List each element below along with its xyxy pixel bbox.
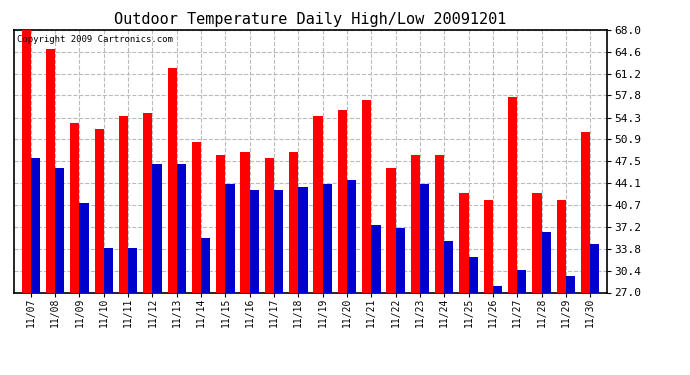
Bar	[420, 184, 429, 292]
Bar	[444, 241, 453, 292]
Bar	[542, 232, 551, 292]
Bar	[518, 270, 526, 292]
Bar	[460, 193, 469, 292]
Bar	[590, 244, 600, 292]
Bar	[386, 168, 395, 292]
Bar	[104, 248, 113, 292]
Bar	[226, 184, 235, 292]
Bar	[581, 132, 590, 292]
Bar	[337, 110, 347, 292]
Bar	[168, 68, 177, 292]
Bar	[469, 257, 477, 292]
Bar	[508, 97, 518, 292]
Bar	[395, 228, 405, 292]
Bar	[347, 180, 356, 292]
Text: Copyright 2009 Cartronics.com: Copyright 2009 Cartronics.com	[17, 35, 172, 44]
Bar	[566, 276, 575, 292]
Bar	[21, 30, 31, 292]
Bar	[55, 168, 64, 292]
Bar	[250, 190, 259, 292]
Bar	[313, 116, 323, 292]
Bar	[493, 286, 502, 292]
Bar	[119, 116, 128, 292]
Bar	[435, 155, 444, 292]
Bar	[31, 158, 40, 292]
Bar	[411, 155, 420, 292]
Bar	[557, 200, 566, 292]
Bar	[144, 113, 152, 292]
Bar	[265, 158, 274, 292]
Title: Outdoor Temperature Daily High/Low 20091201: Outdoor Temperature Daily High/Low 20091…	[115, 12, 506, 27]
Bar	[371, 225, 381, 292]
Bar	[201, 238, 210, 292]
Bar	[152, 165, 161, 292]
Bar	[216, 155, 226, 292]
Bar	[46, 49, 55, 292]
Bar	[484, 200, 493, 292]
Bar	[289, 152, 298, 292]
Bar	[298, 187, 308, 292]
Bar	[532, 193, 542, 292]
Bar	[240, 152, 250, 292]
Bar	[192, 142, 201, 292]
Bar	[323, 184, 332, 292]
Bar	[70, 123, 79, 292]
Bar	[274, 190, 284, 292]
Bar	[128, 248, 137, 292]
Bar	[95, 129, 103, 292]
Bar	[362, 100, 371, 292]
Bar	[79, 203, 89, 292]
Bar	[177, 165, 186, 292]
